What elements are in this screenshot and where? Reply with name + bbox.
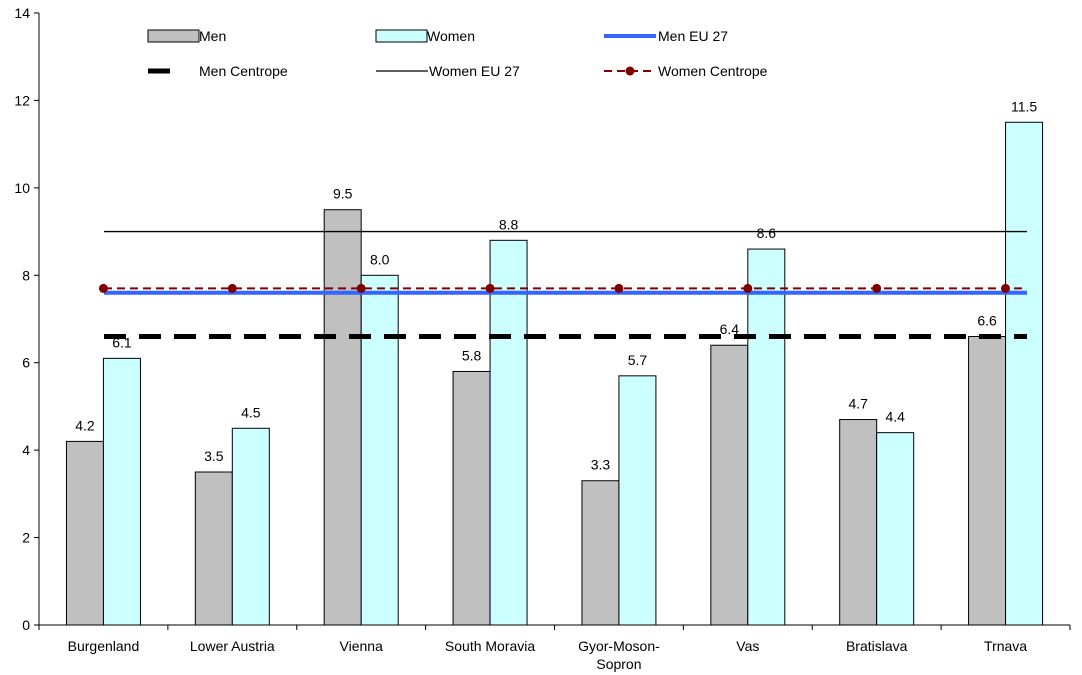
legend-label: Men Centrope — [199, 63, 288, 79]
x-tick-label: Lower Austria — [190, 638, 275, 654]
x-tick-label: Vienna — [340, 638, 384, 654]
bar-men — [968, 335, 1007, 626]
data-label-women: 6.1 — [112, 334, 132, 350]
bars — [65, 121, 1044, 626]
data-label-men: 6.4 — [720, 321, 740, 337]
x-tick-label: Trnava — [984, 638, 1027, 654]
bar-men — [65, 440, 104, 626]
women-centrope-marker — [614, 283, 624, 293]
women-centrope-marker — [872, 283, 882, 293]
legend-label: Men EU 27 — [658, 28, 728, 44]
y-tick-label: 6 — [22, 355, 30, 371]
y-tick-label: 12 — [14, 92, 30, 108]
legend-marker-women-centrope — [625, 66, 635, 76]
x-tick-label: Burgenland — [68, 638, 140, 654]
women-centrope-marker — [485, 283, 495, 293]
legend-swatch-women — [375, 29, 428, 43]
y-tick-label: 2 — [22, 530, 30, 546]
legend-label: Men — [199, 28, 226, 44]
bar-women — [102, 357, 141, 626]
x-tick-label: Sopron — [596, 656, 641, 672]
bar-women — [747, 248, 786, 626]
y-tick-label: 10 — [14, 180, 30, 196]
y-tick-label: 4 — [22, 442, 30, 458]
legend-label: Women Centrope — [658, 63, 768, 79]
y-tick-label: 14 — [14, 5, 30, 21]
legend-label: Women EU 27 — [429, 63, 520, 79]
data-label-women: 11.5 — [1011, 98, 1037, 114]
data-label-women: 8.6 — [757, 225, 777, 241]
women-centrope-marker — [1001, 283, 1011, 293]
y-tick-label: 8 — [22, 267, 30, 283]
reference-lines — [98, 230, 1027, 339]
y-tick-label: 0 — [22, 617, 30, 633]
women-centrope-marker — [227, 283, 237, 293]
bar-men — [839, 419, 878, 626]
axes: 0 2 4 6 8 10 12 14 Burgenland Lower Austria Vienna… — [14, 5, 1071, 672]
women-centrope-marker — [356, 283, 366, 293]
bar-men — [452, 370, 491, 626]
bar-women — [489, 239, 528, 626]
x-tick-label: Bratislava — [846, 638, 908, 654]
data-label-women: 4.4 — [885, 409, 905, 425]
data-label-men: 9.5 — [333, 186, 353, 202]
data-label-men: 3.3 — [591, 457, 611, 473]
data-label-men: 3.5 — [204, 448, 224, 464]
data-label-women: 8.0 — [370, 251, 390, 267]
women-centrope-marker — [98, 283, 108, 293]
women-centrope-marker — [743, 283, 753, 293]
bar-men — [194, 471, 233, 626]
bar-women — [231, 427, 270, 626]
data-label-women: 4.5 — [241, 404, 261, 420]
data-label-men: 6.6 — [977, 312, 997, 328]
data-label-men: 5.8 — [462, 347, 482, 363]
bar-men — [710, 344, 749, 626]
legend-label: Women — [427, 28, 475, 44]
bar-men — [581, 480, 620, 626]
legend-swatch-men — [147, 29, 200, 43]
bar-women — [618, 375, 657, 626]
data-label-men: 4.7 — [848, 396, 868, 412]
data-label-women: 8.8 — [499, 216, 519, 232]
x-tick-label: Vas — [736, 638, 759, 654]
bar-women — [1005, 121, 1044, 626]
legend: Men Women Men EU 27 Men Centrope Women EU 27… — [147, 28, 768, 79]
x-tick-label: South Moravia — [445, 638, 535, 654]
bar-women — [876, 432, 915, 626]
bar-men — [323, 209, 362, 626]
data-label-men: 4.2 — [75, 417, 95, 433]
data-labels: 4.2 3.5 9.5 5.8 3.3 6.4 4.7 6.6 6.1 4.5 8.0 8.8 5.7 8… — [75, 98, 1037, 472]
bar-women — [360, 274, 399, 626]
data-label-women: 5.7 — [628, 352, 648, 368]
x-tick-label: Gyor-Moson- — [578, 638, 660, 654]
